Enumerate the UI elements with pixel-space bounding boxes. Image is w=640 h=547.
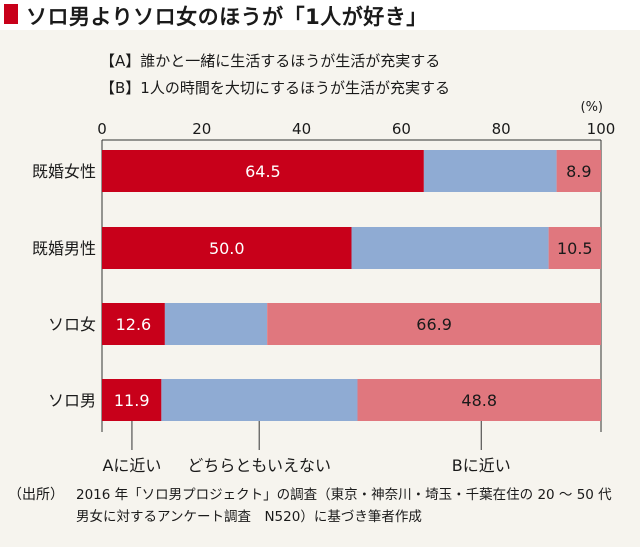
bar-segment <box>161 379 358 421</box>
legend-a: 【A】誰かと一緒に生活するほうが生活が充実する <box>100 52 441 70</box>
legend-b: 【B】1人の時間を大切にするほうが生活が充実する <box>100 79 450 97</box>
bar-segment <box>164 303 268 345</box>
bottom-label: Bに近い <box>452 456 511 475</box>
source-line-2: 男女に対するアンケート調査 N520）に基づき筆者作成 <box>76 509 422 525</box>
bar-segment <box>102 303 165 345</box>
x-tick-label: 40 <box>292 120 311 138</box>
data-label: 48.8 <box>461 391 497 410</box>
stacked-bar-chart: 0 20 40 60 80 100 (%) 既婚女性 64.5 8.9 既婚男性 50.0 10.5 ソロ… <box>32 100 616 475</box>
category-label: ソロ女 <box>48 315 96 334</box>
data-label: 64.5 <box>245 162 281 181</box>
bottom-label: どちらともいえない <box>187 456 331 475</box>
x-tick-label: 0 <box>97 120 107 138</box>
x-tick-label: 100 <box>587 120 616 138</box>
bottom-label: Aに近い <box>102 456 161 475</box>
title-bar: ソロ男よりソロ女のほうが「1人が好き」 <box>0 0 640 30</box>
x-tick-label: 60 <box>392 120 411 138</box>
title-marker <box>4 4 18 24</box>
data-label: 66.9 <box>416 315 452 334</box>
data-label: 12.6 <box>116 315 152 334</box>
unit-label: (%) <box>581 100 604 115</box>
x-tick-label: 80 <box>492 120 511 138</box>
bar-segment <box>102 150 424 192</box>
bar-segment <box>556 150 601 192</box>
source-line-1: 2016 年「ソロ男プロジェクト」の調査（東京・神奈川・埼玉・千葉在住の 20 … <box>76 487 612 503</box>
data-label: 50.0 <box>209 239 245 258</box>
category-label: 既婚男性 <box>32 239 96 258</box>
data-label: 11.9 <box>114 391 150 410</box>
bar-segment <box>423 150 557 192</box>
data-label: 8.9 <box>566 162 591 181</box>
source-label: （出所） <box>8 487 64 503</box>
bar-segment <box>267 303 601 345</box>
bar-segment <box>548 227 601 269</box>
bar-segment <box>102 227 352 269</box>
bar-segment <box>351 227 549 269</box>
bar-segment <box>357 379 601 421</box>
category-label: 既婚女性 <box>32 162 96 181</box>
data-label: 10.5 <box>557 239 593 258</box>
chart-title: ソロ男よりソロ女のほうが「1人が好き」 <box>26 5 428 29</box>
x-tick-label: 20 <box>192 120 211 138</box>
bar-segment <box>102 379 162 421</box>
category-label: ソロ男 <box>48 391 96 410</box>
